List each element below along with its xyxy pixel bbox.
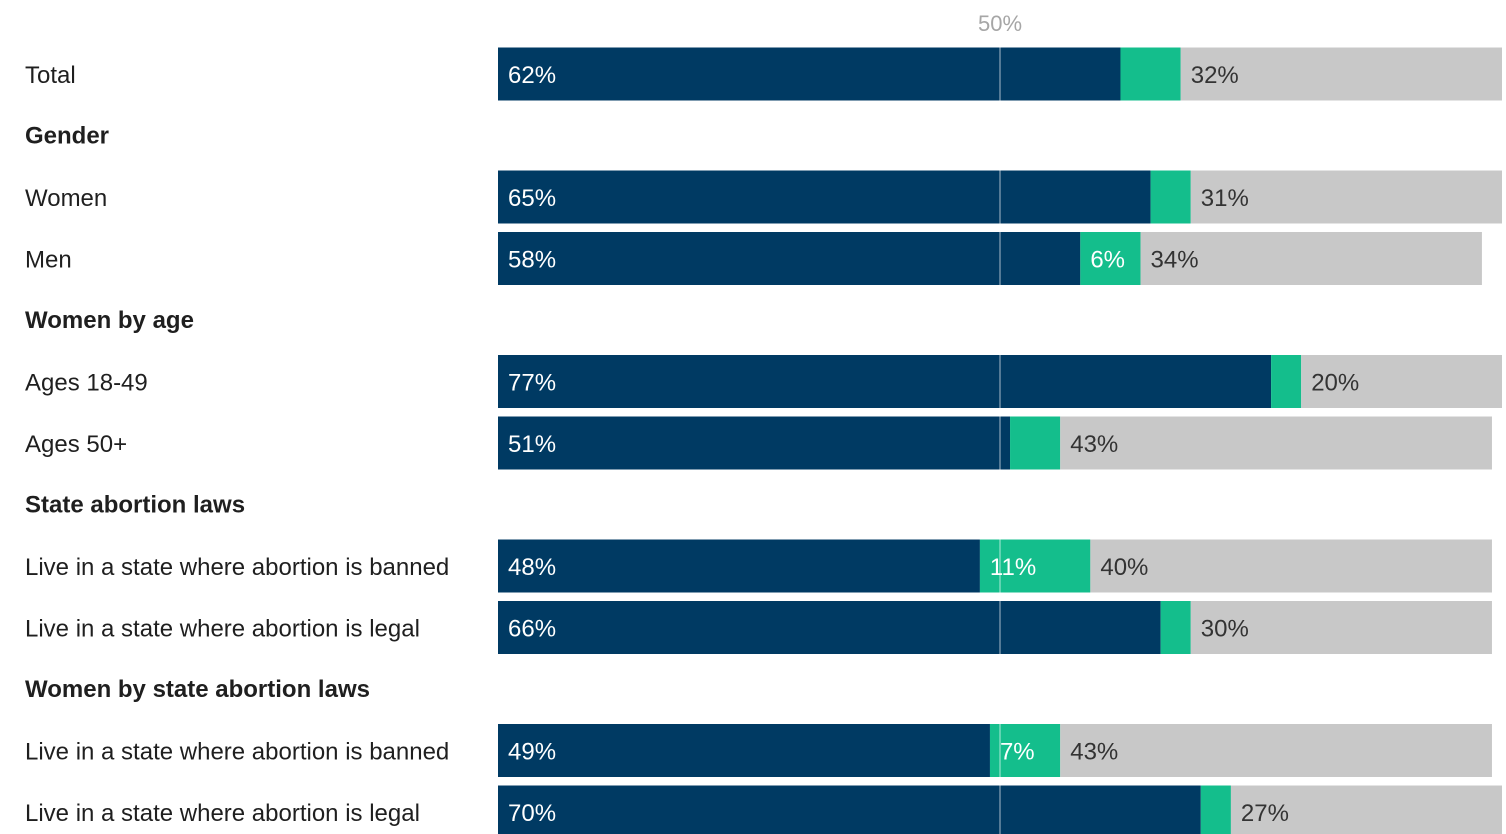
segment-middle-bar: [1150, 170, 1191, 224]
segment-primary-label: 49%: [508, 739, 556, 766]
segment-primary-label: 48%: [508, 554, 556, 581]
segment-remainder-label: 27%: [1241, 800, 1289, 827]
segment-primary-label: 62%: [508, 62, 556, 89]
segment-middle-label: 6%: [1090, 247, 1125, 274]
row-label: Ages 18-49: [25, 370, 148, 397]
segment-primary-bar: [498, 785, 1201, 834]
segment-remainder-bar: [1190, 601, 1492, 654]
segment-remainder-label: 43%: [1070, 431, 1118, 458]
segment-primary-label: 77%: [508, 370, 556, 397]
section-heading: Gender: [25, 123, 109, 150]
row-label: Live in a state where abortion is banned: [25, 739, 449, 766]
section-heading: Women by age: [25, 307, 194, 334]
segment-remainder-label: 20%: [1311, 370, 1359, 397]
segment-remainder-bar: [1180, 47, 1502, 101]
segment-remainder-label: 31%: [1201, 185, 1249, 212]
segment-primary-bar: [498, 170, 1151, 224]
segment-primary-label: 58%: [508, 247, 556, 274]
segment-remainder-label: 43%: [1070, 739, 1118, 766]
segment-primary-bar: [498, 232, 1081, 285]
reference-line-label: 50%: [978, 11, 1022, 36]
row-label: Live in a state where abortion is legal: [25, 616, 420, 643]
labels-group: Total 62% 32% Gender Women 65% 31% Men 58% 6% 34% W…: [25, 11, 1359, 827]
row-label: Live in a state where abortion is legal: [25, 800, 420, 827]
segment-remainder-label: 32%: [1191, 62, 1239, 89]
segment-middle-bar: [1271, 355, 1302, 408]
row-label: Live in a state where abortion is banned: [25, 554, 449, 581]
segment-primary-label: 66%: [508, 616, 556, 643]
segment-primary-bar: [498, 539, 980, 593]
segment-remainder-label: 40%: [1100, 554, 1148, 581]
row-label: Men: [25, 247, 72, 274]
segment-primary-bar: [498, 601, 1161, 654]
segment-middle-bar: [989, 724, 1061, 777]
segment-primary-label: 65%: [508, 185, 556, 212]
segment-remainder-bar: [1060, 724, 1492, 777]
segment-primary-label: 70%: [508, 800, 556, 827]
segment-remainder-bar: [1090, 539, 1492, 593]
segment-middle-bar: [1080, 232, 1141, 285]
segment-middle-bar: [979, 539, 1091, 593]
segment-primary-bar: [498, 724, 990, 777]
segment-remainder-bar: [1060, 416, 1492, 470]
section-heading: State abortion laws: [25, 492, 245, 519]
segment-middle-label: 7%: [1000, 739, 1035, 766]
segment-middle-bar: [1120, 47, 1181, 101]
segment-middle-bar: [1160, 601, 1191, 654]
segment-remainder-bar: [1230, 785, 1502, 834]
segment-primary-bar: [498, 355, 1272, 408]
section-heading: Women by state abortion laws: [25, 676, 370, 703]
segment-primary-label: 51%: [508, 431, 556, 458]
segment-remainder-label: 34%: [1151, 247, 1199, 274]
bars-group: [498, 47, 1502, 834]
segment-remainder-label: 30%: [1201, 616, 1249, 643]
segment-primary-bar: [498, 47, 1121, 101]
row-label: Total: [25, 62, 76, 89]
row-label: Ages 50+: [25, 431, 127, 458]
segment-middle-label: 11%: [990, 554, 1036, 581]
segment-remainder-bar: [1140, 232, 1482, 285]
segment-middle-bar: [1200, 785, 1231, 834]
segment-remainder-bar: [1190, 170, 1502, 224]
row-label: Women: [25, 185, 107, 212]
segment-middle-bar: [1010, 416, 1061, 470]
segment-primary-bar: [498, 416, 1011, 470]
segment-remainder-bar: [1301, 355, 1502, 408]
